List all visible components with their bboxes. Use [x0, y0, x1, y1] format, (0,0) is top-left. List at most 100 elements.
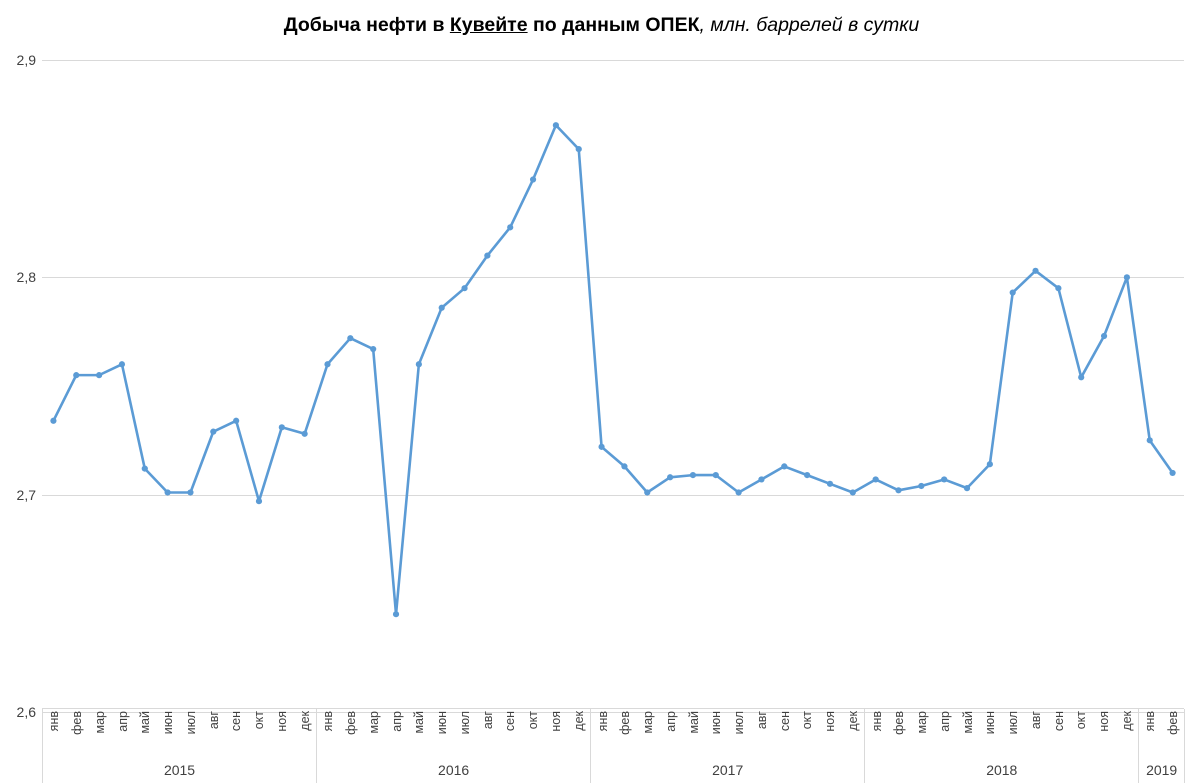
data-point[interactable] [484, 252, 491, 259]
x-axis-month-row: янв фев мар апр май июн июл авг сен окт ноя дек [591, 709, 864, 756]
data-point[interactable] [1078, 374, 1085, 381]
x-axis-month-tick: фев [1162, 709, 1184, 756]
data-point[interactable] [141, 465, 148, 472]
data-point[interactable] [187, 489, 194, 496]
data-point[interactable] [392, 611, 400, 618]
data-point[interactable] [96, 372, 103, 379]
data-point[interactable] [324, 361, 331, 368]
x-axis-year-label: 2015 [163, 761, 196, 778]
x-axis-month-label: окт [1074, 711, 1089, 730]
x-axis-month-tick: сен [499, 709, 522, 756]
data-point[interactable] [347, 335, 354, 342]
x-axis-month-row: янв фев мар апр май июн июл авг сен окт ноя дек [317, 709, 590, 756]
data-point[interactable] [438, 304, 445, 311]
data-point[interactable] [1055, 285, 1062, 292]
data-point[interactable] [118, 361, 126, 368]
x-axis-month-label: мар [915, 711, 930, 734]
x-axis-month-tick: ноя [1093, 709, 1116, 756]
gridline [42, 494, 1184, 496]
data-point[interactable] [644, 489, 651, 496]
data-point[interactable] [598, 443, 605, 450]
x-axis-month-tick: авг [476, 709, 499, 756]
x-axis-year-group: янв фев 2019 [1139, 709, 1185, 783]
x-axis-year-group: янв фев мар апр май июн июл авг сен окт ноя дек 2015 [43, 709, 318, 783]
data-point[interactable] [735, 489, 742, 496]
x-axis-month-label: май [960, 711, 975, 734]
x-axis-month-tick: фев [888, 709, 911, 756]
x-axis-month-tick: май [134, 709, 157, 756]
title-units: , млн. баррелей в сутки [699, 14, 920, 36]
x-axis-month-label: июн [709, 711, 724, 735]
data-point[interactable] [370, 345, 377, 353]
data-point[interactable] [621, 463, 628, 470]
data-point[interactable] [895, 487, 902, 494]
data-point[interactable] [849, 489, 856, 496]
x-axis-month-tick: сен [225, 709, 248, 756]
x-axis-month-label: мар [641, 711, 656, 734]
data-point[interactable] [575, 146, 582, 153]
data-point[interactable] [712, 472, 719, 479]
x-axis-month-label: сен [503, 711, 518, 732]
data-point[interactable] [233, 417, 240, 424]
x-axis-month-label: сен [1051, 711, 1066, 732]
x-axis-month-tick: янв [317, 709, 340, 756]
data-point[interactable] [301, 430, 308, 437]
x-axis-month-tick: дек [293, 709, 316, 756]
x-axis-month-label: фев [70, 711, 85, 735]
data-point[interactable] [941, 476, 948, 483]
data-point[interactable] [667, 474, 674, 481]
data-point[interactable] [804, 472, 811, 479]
data-point[interactable] [986, 461, 993, 468]
x-axis-month-label: фев [1165, 711, 1180, 735]
x-axis-year-group: янв фев мар апр май июн июл авг сен окт ноя дек 2016 [317, 709, 592, 783]
data-point[interactable] [278, 424, 285, 431]
data-point[interactable] [461, 285, 468, 292]
x-axis-year-row: 2018 [865, 756, 1138, 783]
y-axis-tick-label: 2,7 [16, 486, 36, 503]
y-axis-tick-label: 2,9 [16, 52, 36, 68]
data-point[interactable] [689, 472, 697, 479]
data-point[interactable] [1009, 289, 1016, 296]
data-point[interactable] [758, 476, 765, 483]
data-point[interactable] [1146, 437, 1153, 444]
data-point[interactable] [781, 463, 788, 470]
x-axis-year-label: 2017 [712, 761, 744, 778]
data-point[interactable] [164, 489, 171, 496]
x-axis-month-row: янв фев [1139, 709, 1184, 756]
x-axis-month-tick: июл [728, 709, 751, 756]
x-axis-month-label: июл [732, 711, 747, 735]
data-point[interactable] [872, 476, 879, 483]
data-point[interactable] [210, 428, 217, 435]
x-axis-month-label: ноя [274, 711, 289, 732]
x-axis-month-label: авг [206, 711, 221, 730]
data-point[interactable] [507, 224, 514, 231]
x-axis-month-tick: ноя [271, 709, 294, 756]
x-axis-month-label: дек [297, 711, 312, 731]
data-point[interactable] [1100, 332, 1108, 340]
data-point[interactable] [918, 482, 925, 490]
data-point[interactable] [73, 372, 80, 379]
x-axis-month-tick: апр [111, 709, 134, 756]
x-axis-month-tick: сен [1047, 709, 1070, 756]
data-point[interactable] [963, 485, 971, 492]
x-axis-month-tick: фев [614, 709, 637, 756]
data-point[interactable] [50, 417, 57, 424]
x-axis-month-label: дек [1119, 711, 1134, 731]
data-point[interactable] [1123, 274, 1130, 281]
data-point[interactable] [255, 498, 263, 505]
data-point[interactable] [552, 122, 559, 129]
x-axis-month-label: авг [1028, 711, 1043, 730]
x-axis-month-tick: мар [911, 709, 934, 756]
data-point[interactable] [1169, 469, 1176, 477]
x-axis-month-tick: окт [248, 709, 271, 756]
x-axis-month-tick: май [956, 709, 979, 756]
data-point[interactable] [529, 176, 537, 183]
x-axis-month-label: июн [161, 711, 176, 735]
data-point[interactable] [826, 480, 834, 487]
x-axis-month-label: авг [754, 711, 769, 730]
x-axis-month-tick: дек [841, 709, 864, 756]
data-point[interactable] [415, 361, 422, 368]
x-axis-month-tick: апр [659, 709, 682, 756]
data-point[interactable] [1032, 267, 1039, 274]
x-axis-month-tick: янв [591, 709, 614, 756]
